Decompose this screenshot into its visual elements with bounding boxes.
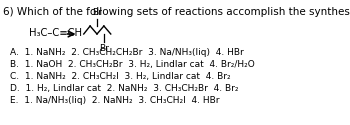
Text: E.  1. Na/NH₃(liq)  2. NaNH₂  3. CH₃CH₂I  4. HBr: E. 1. Na/NH₃(liq) 2. NaNH₂ 3. CH₃CH₂I 4.… — [9, 96, 219, 105]
Text: A.  1. NaNH₂  2. CH₃CH₂CH₂Br  3. Na/NH₃(liq)  4. HBr: A. 1. NaNH₂ 2. CH₃CH₂CH₂Br 3. Na/NH₃(liq… — [9, 48, 243, 57]
Text: H₃C–C≡CH: H₃C–C≡CH — [29, 28, 82, 38]
Text: Br: Br — [92, 8, 102, 17]
Text: D.  1. H₂, Lindlar cat  2. NaNH₂  3. CH₃CH₂Br  4. Br₂: D. 1. H₂, Lindlar cat 2. NaNH₂ 3. CH₃CH₂… — [9, 84, 238, 93]
Text: C.  1. NaNH₂  2. CH₃CH₂I  3. H₂, Lindlar cat  4. Br₂: C. 1. NaNH₂ 2. CH₃CH₂I 3. H₂, Lindlar ca… — [9, 72, 230, 81]
Text: 6) Which of the following sets of reactions accomplish the synthesis shown below: 6) Which of the following sets of reacti… — [3, 7, 350, 17]
Text: Br: Br — [99, 44, 109, 53]
Text: B.  1. NaOH  2. CH₃CH₂Br  3. H₂, Lindlar cat  4. Br₂/H₂O: B. 1. NaOH 2. CH₃CH₂Br 3. H₂, Lindlar ca… — [9, 60, 254, 69]
